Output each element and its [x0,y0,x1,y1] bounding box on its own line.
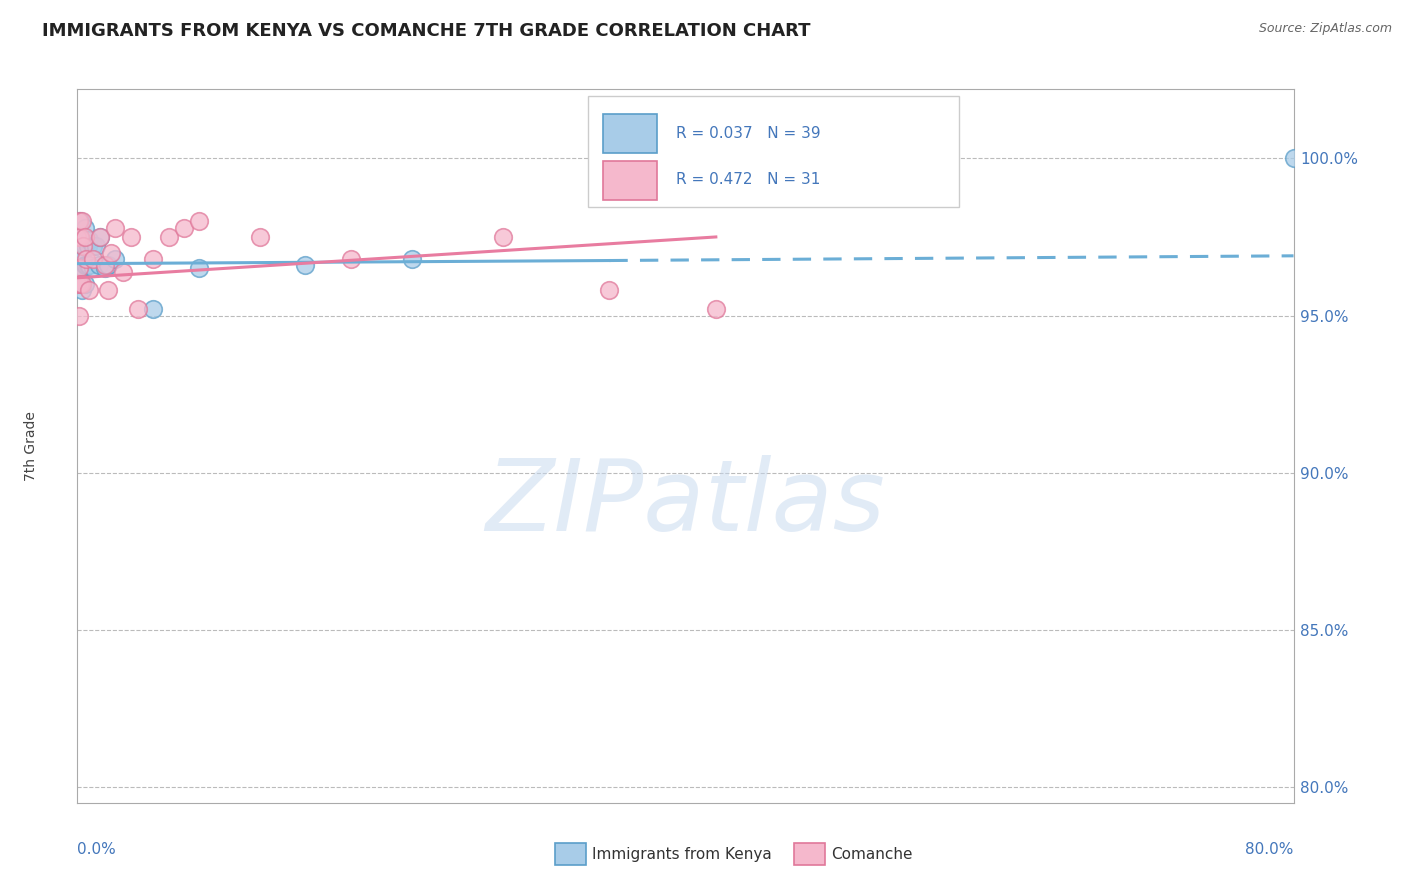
Point [66,268,89,282]
Point [93,258,115,272]
Point [69,277,91,292]
Point [66,252,89,266]
Point [70,230,93,244]
Point [67,261,90,276]
Point [72,261,94,276]
Point [75,252,97,266]
Point [70,264,93,278]
FancyBboxPatch shape [603,114,658,153]
Point [492,230,515,244]
Point [294,258,316,272]
Point [77,258,100,272]
Point [69,252,91,266]
Text: R = 0.037   N = 39: R = 0.037 N = 39 [676,126,820,141]
Point [73,230,96,244]
Point [188,261,211,276]
Point [69,230,91,244]
Point [75,258,97,272]
Point [157,230,180,244]
Point [188,214,211,228]
Point [67,214,90,228]
Point [66,230,89,244]
Text: 7th Grade: 7th Grade [24,411,38,481]
Text: Immigrants from Kenya: Immigrants from Kenya [592,847,772,863]
Text: Source: ZipAtlas.com: Source: ZipAtlas.com [1258,22,1392,36]
Point [104,220,127,235]
Point [79,258,101,272]
Point [111,264,134,278]
Point [82,252,104,266]
Point [66,277,89,292]
Point [67,309,90,323]
Point [67,230,90,244]
Point [97,258,120,272]
Point [120,230,142,244]
Point [70,245,93,260]
Point [72,239,94,253]
Point [69,230,91,244]
Point [70,214,93,228]
Point [104,252,127,266]
Point [401,252,423,266]
Point [73,258,96,272]
Point [84,239,107,253]
Point [75,233,97,247]
Point [82,261,104,276]
Point [87,258,110,272]
Point [173,220,195,235]
Point [100,245,122,260]
Point [598,284,620,298]
Text: IMMIGRANTS FROM KENYA VS COMANCHE 7TH GRADE CORRELATION CHART: IMMIGRANTS FROM KENYA VS COMANCHE 7TH GR… [42,22,811,40]
Point [70,277,93,292]
Point [69,214,91,228]
Point [73,220,96,235]
Point [77,239,100,253]
Text: 0.0%: 0.0% [77,842,117,857]
Point [93,261,115,276]
Point [70,284,93,298]
Point [97,284,120,298]
Point [249,230,271,244]
Point [704,302,727,317]
Point [89,230,111,244]
Point [127,302,149,317]
Point [79,233,101,247]
FancyBboxPatch shape [603,161,658,200]
Text: ZIPatlas: ZIPatlas [485,455,886,551]
Point [1282,152,1305,166]
Point [73,277,96,292]
Point [69,277,91,292]
Point [89,230,111,244]
Point [72,239,94,253]
Point [73,239,96,253]
Text: Comanche: Comanche [831,847,912,863]
Text: 80.0%: 80.0% [1246,842,1294,857]
Point [142,252,165,266]
Point [67,261,90,276]
Text: R = 0.472   N = 31: R = 0.472 N = 31 [676,172,820,187]
FancyBboxPatch shape [588,96,959,207]
Point [67,245,90,260]
Point [82,239,104,253]
Point [340,252,363,266]
Point [142,302,165,317]
Point [66,239,89,253]
Point [79,284,101,298]
